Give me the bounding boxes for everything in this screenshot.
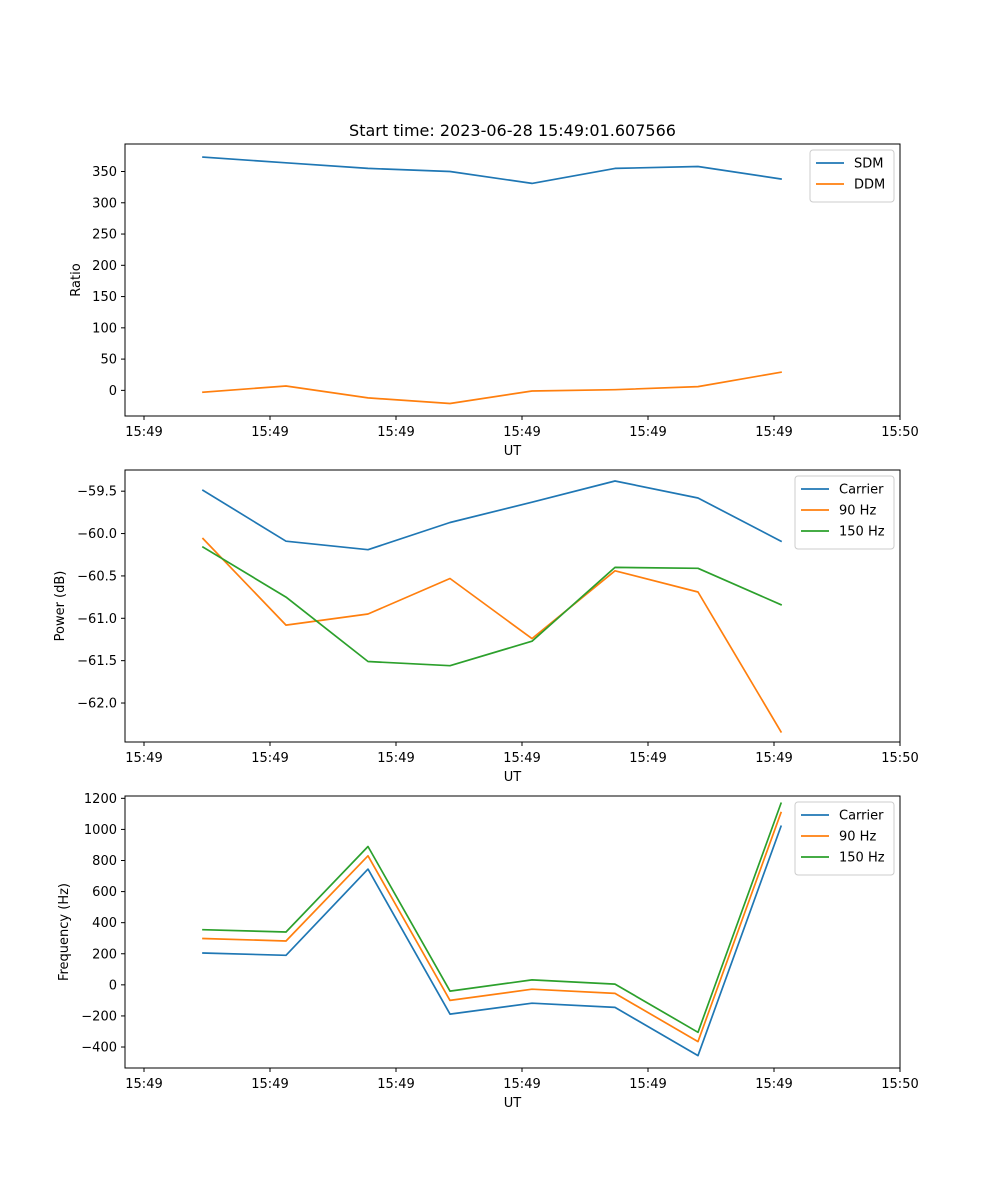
x-tick-label: 15:49	[251, 425, 288, 440]
x-tick-label: 15:49	[755, 425, 792, 440]
x-tick-label: 15:49	[251, 751, 288, 766]
x-tick-label: 15:49	[503, 1077, 540, 1092]
y-tick-label: −62.0	[77, 697, 117, 712]
chart-panel-3: 15:49 15:49 15:49 15:49 15:49 15:49 15:50 −400 −…	[57, 792, 919, 1111]
y-tick-label: 600	[92, 885, 117, 900]
series-line-sdm	[202, 156, 782, 185]
y-axis-label: Frequency (Hz)	[57, 883, 72, 981]
y-tick-label: 50	[100, 353, 117, 368]
y-tick-label: 150	[92, 290, 117, 305]
legend-label: 150 Hz	[839, 525, 885, 540]
x-tick-label: 15:49	[629, 751, 666, 766]
x-tick-label: 15:49	[377, 1077, 414, 1092]
series-line-ddm	[202, 371, 782, 405]
y-tick-label: −59.5	[77, 485, 117, 500]
legend-label: 90 Hz	[839, 504, 876, 519]
legend: Carrier 90 Hz 150 Hz	[794, 801, 895, 876]
y-tick-label: 100	[92, 321, 117, 336]
y-tick-label: 1200	[84, 792, 117, 807]
y-tick-label: −200	[81, 1009, 117, 1024]
x-tick-label: 15:49	[377, 751, 414, 766]
y-tick-label: −60.0	[77, 527, 117, 542]
x-tick-label: 15:49	[503, 425, 540, 440]
series-line-90-hz	[202, 811, 783, 1043]
chart-panel-1: 15:49 15:49 15:49 15:49 15:49 15:49 15:50 0 50 10…	[69, 143, 919, 459]
y-axis-label: Power (dB)	[53, 571, 68, 642]
y-tick-label: −60.5	[77, 569, 117, 584]
y-tick-label: 1000	[84, 823, 117, 838]
y-tick-label: 0	[109, 384, 117, 399]
x-axis-label: UT	[504, 444, 522, 459]
series-line-carrier	[202, 825, 783, 1057]
legend-label: SDM	[854, 157, 883, 172]
series-line-150-hz	[201, 545, 783, 667]
y-axis-label: Ratio	[69, 263, 84, 296]
y-tick-label: 350	[92, 165, 117, 180]
x-axis-label: UT	[504, 1096, 522, 1111]
y-tick-label: 800	[92, 854, 117, 869]
series-line-90-hz	[201, 537, 783, 733]
x-tick-label: 15:49	[629, 1077, 666, 1092]
y-tick-label: −400	[81, 1041, 117, 1056]
plot-frame	[124, 143, 901, 417]
x-tick-label: 15:49	[251, 1077, 288, 1092]
legend-label: 90 Hz	[839, 830, 876, 845]
x-tick-label: 15:49	[755, 751, 792, 766]
y-tick-label: 250	[92, 228, 117, 243]
y-tick-label: 200	[92, 259, 117, 274]
x-tick-label: 15:49	[125, 1077, 162, 1092]
x-tick-label: 15:49	[755, 1077, 792, 1092]
figure-title: Start time: 2023-06-28 15:49:01.607566	[349, 121, 676, 140]
plot-frame	[124, 469, 901, 743]
y-tick-label: 200	[92, 947, 117, 962]
x-tick-label: 15:49	[125, 425, 162, 440]
x-tick-label: 15:49	[503, 751, 540, 766]
legend-label: DDM	[854, 178, 885, 193]
y-tick-label: 400	[92, 916, 117, 931]
legend: Carrier 90 Hz 150 Hz	[794, 475, 895, 550]
legend-label: Carrier	[839, 809, 884, 824]
x-tick-label: 15:50	[881, 1077, 918, 1092]
legend: SDM DDM	[809, 149, 895, 203]
series-line-150-hz	[202, 802, 783, 1034]
y-tick-label: 300	[92, 196, 117, 211]
chart-panel-2: 15:49 15:49 15:49 15:49 15:49 15:49 15:50 −62.0…	[53, 469, 919, 785]
x-tick-label: 15:49	[377, 425, 414, 440]
x-tick-label: 15:50	[881, 425, 918, 440]
y-tick-label: 0	[109, 978, 117, 993]
plot-frame	[124, 795, 901, 1069]
x-tick-label: 15:49	[629, 425, 666, 440]
y-tick-label: −61.0	[77, 612, 117, 627]
x-tick-label: 15:50	[881, 751, 918, 766]
y-tick-label: −61.5	[77, 654, 117, 669]
series-line-carrier	[201, 480, 783, 551]
legend-label: 150 Hz	[839, 851, 885, 866]
x-tick-label: 15:49	[125, 751, 162, 766]
legend-label: Carrier	[839, 483, 884, 498]
x-axis-label: UT	[504, 770, 522, 785]
